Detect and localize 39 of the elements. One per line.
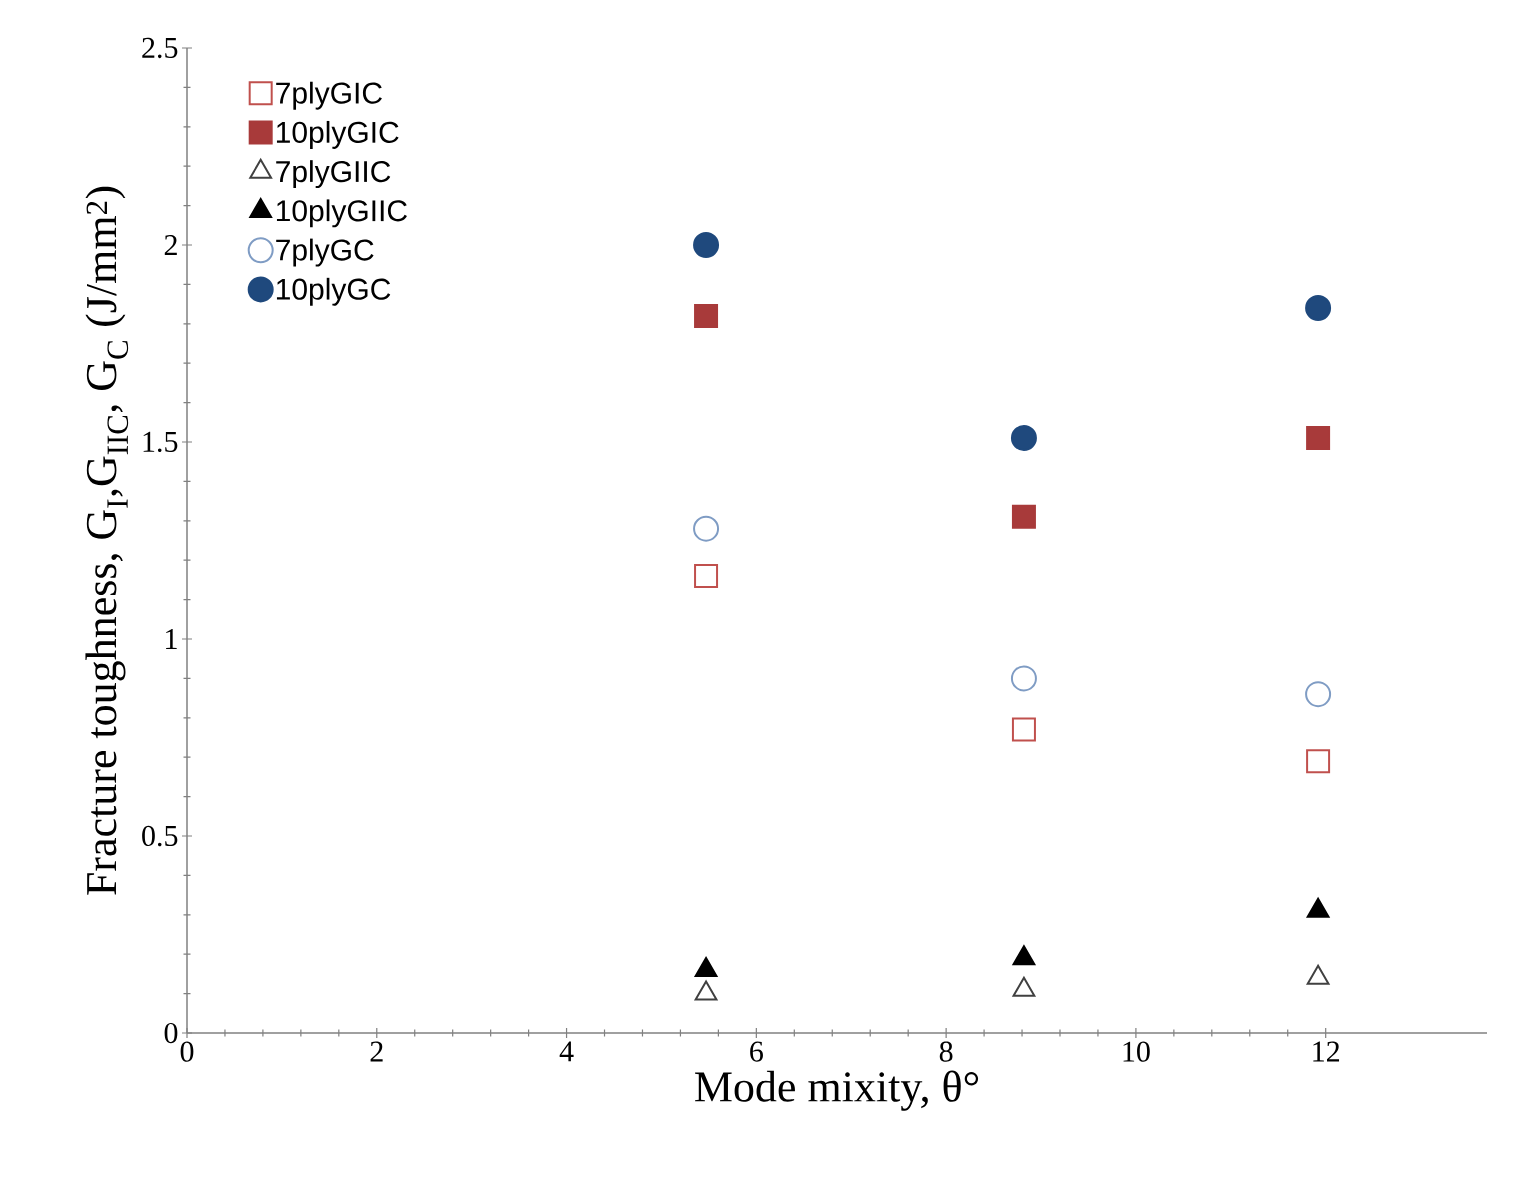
x-tick-label: 8 — [939, 1041, 953, 1062]
point — [1012, 945, 1036, 966]
y-tick-label: 2.5 — [142, 37, 178, 59]
legend-label: 7plyGIC — [276, 81, 382, 110]
point — [1012, 976, 1036, 997]
legend-label: 10plyGIC — [276, 120, 399, 149]
point — [693, 231, 720, 258]
x-tick-label: 6 — [750, 1041, 763, 1062]
x-tick-label: 0 — [180, 1041, 194, 1062]
point — [1306, 426, 1331, 451]
text: Fracture toughness, G$_{I}$,G$_{IIC}$, G$_{C}$ (J/mm$^{2}$) — [85, 186, 129, 895]
x-axis-title: Mode mixity, θ° — [695, 1070, 979, 1111]
point — [1010, 425, 1037, 452]
point — [694, 303, 719, 328]
point — [1306, 964, 1330, 985]
point — [1305, 295, 1332, 322]
point — [1010, 665, 1037, 692]
point — [1306, 897, 1330, 918]
x-tick-label: 2 — [370, 1041, 383, 1062]
point — [1011, 504, 1036, 529]
point — [694, 980, 718, 1001]
y-tick-label: 0.5 — [142, 825, 178, 847]
legend-label: 7plyGC — [276, 238, 374, 267]
point — [693, 515, 720, 542]
y-tick-label: 1.5 — [143, 431, 178, 453]
y-tick-label: 0 — [164, 1022, 178, 1044]
x-tick-label: 12 — [1313, 1041, 1340, 1062]
y-tick-label: 1 — [166, 629, 177, 649]
legend-label: 10plyGIIC — [276, 199, 407, 228]
point — [694, 956, 718, 977]
point — [694, 563, 719, 588]
x-tick-label: 10 — [1123, 1041, 1150, 1062]
point — [1305, 681, 1332, 708]
point — [1306, 749, 1331, 774]
legend-label: 10plyGC — [276, 277, 391, 306]
point — [1011, 717, 1036, 742]
x-tick-label: 4 — [559, 1041, 574, 1062]
legend-label: 7plyGIIC — [276, 160, 391, 189]
y-tick-label: 2 — [164, 235, 177, 255]
